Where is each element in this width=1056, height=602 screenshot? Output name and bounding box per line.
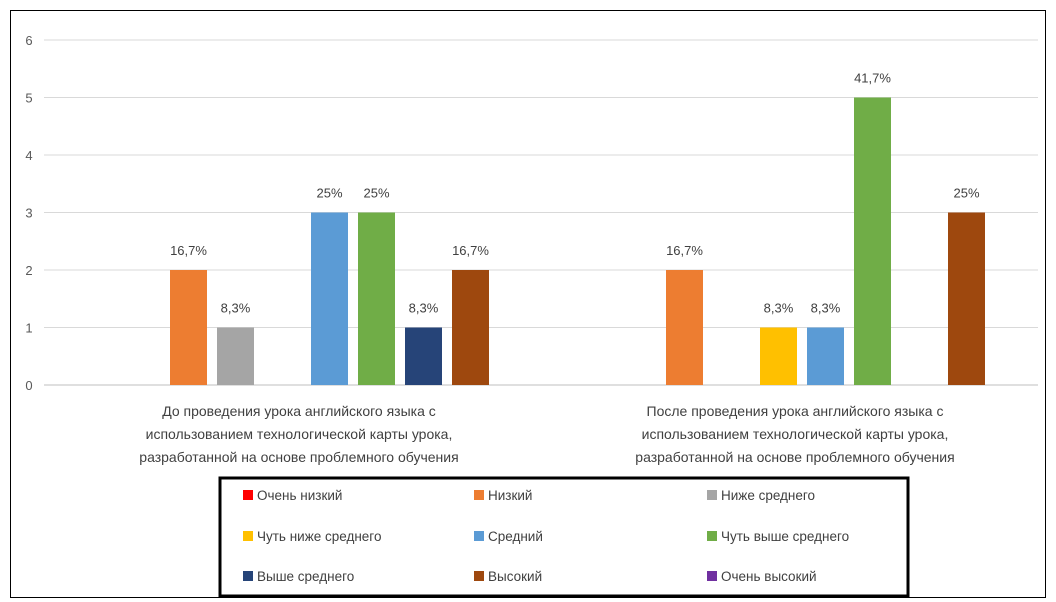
legend: Очень низкий Низкий Ниже среднего Чуть ниже…: [218, 476, 910, 598]
bar: [217, 327, 254, 385]
y-tick-label: 1: [25, 321, 32, 336]
bar: [807, 327, 844, 385]
bar: [760, 327, 797, 385]
category-label: После проведения урока английского языка…: [647, 403, 944, 419]
data-label: 41,7%: [854, 71, 891, 86]
legend-label: Очень низкий: [257, 488, 342, 503]
data-label: 8,3%: [221, 301, 251, 316]
legend-swatch: [243, 490, 253, 500]
bar: [170, 270, 207, 385]
bar: [948, 212, 985, 385]
bar: [452, 270, 489, 385]
data-label: 8,3%: [811, 301, 841, 316]
bar: [854, 97, 891, 385]
legend-swatch: [243, 531, 253, 541]
bar: [311, 212, 348, 385]
bar: [405, 327, 442, 385]
bar: [666, 270, 703, 385]
legend-label: Выше среднего: [257, 569, 354, 584]
y-tick-label: 6: [25, 33, 32, 48]
bar-chart: 0 1 2 3 4 5 6 16,7% 16,7% 8,3% 8,3% 25% 8,3% 25% 41,7…: [25, 33, 1038, 598]
legend-swatch: [707, 490, 717, 500]
legend-swatch: [474, 490, 484, 500]
data-label: 25%: [953, 186, 979, 201]
data-label: 16,7%: [170, 243, 207, 258]
y-axis: 0 1 2 3 4 5 6: [25, 33, 32, 393]
legend-swatch: [474, 531, 484, 541]
legend-label: Высокий: [488, 569, 542, 584]
legend-label: Очень высокий: [721, 569, 817, 584]
legend-swatch: [243, 571, 253, 581]
legend-label: Средний: [488, 529, 543, 544]
legend-swatch: [474, 571, 484, 581]
category-label: разработанной на основе проблемного обуч…: [139, 449, 458, 465]
data-label: 25%: [363, 186, 389, 201]
category-label: использованием технологической карты уро…: [642, 426, 949, 442]
chart-frame: 0 1 2 3 4 5 6 16,7% 16,7% 8,3% 8,3% 25% 8,3% 25% 41,7…: [10, 10, 1046, 598]
data-label: 8,3%: [409, 301, 439, 316]
legend-label: Чуть ниже среднего: [257, 529, 381, 544]
legend-box: [218, 476, 910, 598]
bars: [170, 97, 985, 385]
legend-label: Низкий: [488, 488, 532, 503]
legend-swatch: [707, 531, 717, 541]
bar: [358, 212, 395, 385]
gridlines: [44, 39, 1038, 386]
y-tick-label: 4: [25, 148, 32, 163]
category-label: использованием технологической карты уро…: [146, 426, 453, 442]
y-tick-label: 5: [25, 91, 32, 106]
data-label: 16,7%: [452, 243, 489, 258]
data-label: 25%: [316, 186, 342, 201]
legend-label: Чуть выше среднего: [721, 529, 849, 544]
category-label: До проведения урока английского языка с: [162, 403, 436, 419]
data-label: 8,3%: [764, 301, 794, 316]
y-tick-label: 0: [25, 378, 32, 393]
data-label: 16,7%: [666, 243, 703, 258]
legend-swatch: [707, 571, 717, 581]
data-labels: 16,7% 16,7% 8,3% 8,3% 25% 8,3% 25% 41,7% 8,3% 16,…: [170, 71, 980, 316]
category-label: разработанной на основе проблемного обуч…: [635, 449, 954, 465]
y-tick-label: 2: [25, 263, 32, 278]
y-tick-label: 3: [25, 206, 32, 221]
legend-label: Ниже среднего: [721, 488, 815, 503]
x-axis: До проведения урока английского языка с и…: [139, 403, 954, 465]
